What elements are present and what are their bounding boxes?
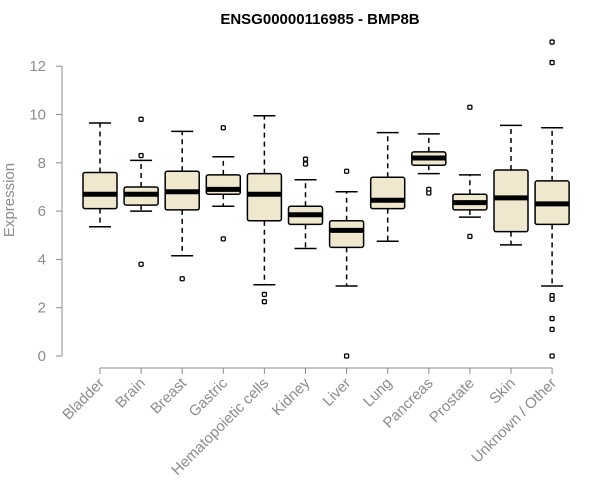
outlier-point	[220, 236, 226, 242]
outlier-point	[467, 233, 473, 240]
box-brain	[123, 116, 159, 267]
outlier-point	[549, 315, 555, 322]
outlier-point	[343, 168, 350, 174]
x-tick-label: Brain	[112, 375, 149, 412]
x-tick-label: Prostate	[426, 375, 478, 427]
outlier-point	[302, 156, 309, 162]
y-tick-label: 10	[29, 107, 46, 124]
box-liver	[328, 168, 365, 359]
outlier-point	[179, 276, 185, 282]
x-tick-label: Liver	[319, 375, 354, 410]
box-unknown-other	[534, 39, 570, 359]
y-axis-label: Expression	[1, 163, 18, 237]
box-bladder	[82, 122, 118, 228]
box-lung	[369, 131, 406, 243]
box-prostate	[452, 104, 488, 240]
x-tick-label: Breast	[147, 374, 190, 417]
box-gastric	[205, 125, 242, 242]
y-tick-label: 0	[38, 348, 46, 365]
outlier-point	[138, 261, 144, 267]
outlier-point	[467, 104, 473, 110]
iqr-box	[328, 220, 365, 249]
outlier-point	[220, 125, 226, 131]
x-tick-label: Lung	[360, 375, 396, 411]
outlier-point	[549, 39, 555, 45]
y-axis: 0 2 4 6 8 10 12	[29, 58, 63, 365]
iqr-box	[369, 176, 406, 210]
outlier-point	[549, 326, 555, 333]
y-tick-label: 6	[38, 203, 46, 220]
box-skin	[493, 124, 529, 246]
outlier-point	[426, 190, 432, 196]
x-tick-label: Skin	[486, 375, 519, 408]
outlier-point	[138, 152, 144, 159]
iqr-box	[246, 172, 283, 222]
y-tick-label: 12	[29, 58, 46, 75]
iqr-box	[82, 171, 118, 210]
outlier-point	[343, 353, 350, 359]
outlier-point	[138, 116, 144, 122]
y-tick-label: 4	[38, 251, 46, 268]
outlier-point	[549, 296, 555, 302]
box-hematopoietic-cells	[246, 114, 283, 305]
y-tick-label: 8	[38, 155, 46, 172]
box-series	[82, 39, 570, 359]
x-tick-label: Bladder	[59, 375, 108, 424]
outlier-point	[549, 59, 555, 66]
x-tick-label: Kidney	[269, 374, 314, 419]
box-kidney	[287, 156, 324, 250]
y-tick-label: 2	[38, 300, 46, 317]
outlier-point	[549, 353, 555, 359]
box-pancreas	[411, 133, 447, 196]
outlier-point	[302, 161, 309, 167]
iqr-box	[493, 169, 529, 233]
outlier-point	[261, 299, 268, 305]
outlier-point	[261, 291, 268, 298]
chart-title: ENSG00000116985 - BMP8B	[220, 11, 419, 28]
box-breast	[164, 130, 200, 282]
